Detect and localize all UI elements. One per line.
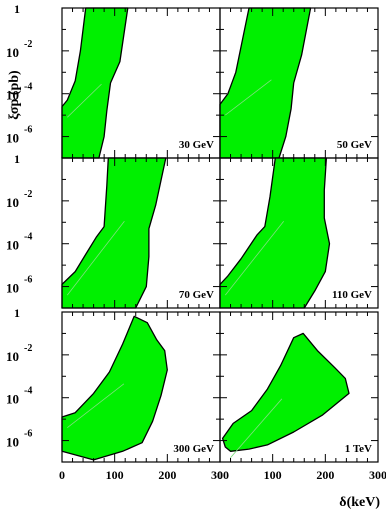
inner-curve (230, 398, 283, 458)
y-tick-label: 10 (6, 392, 19, 407)
inner-curve (225, 79, 272, 116)
allowed-region (221, 332, 350, 452)
y-tick-exponent: -4 (24, 82, 32, 93)
inner-curve (224, 220, 285, 296)
inner-curve (66, 220, 125, 296)
y-tick-label: 1 (14, 2, 20, 16)
x-tick-label: 200 (158, 468, 176, 482)
panel-frame (219, 157, 379, 309)
y-tick-exponent: -6 (24, 275, 32, 286)
panel-1: 30 GeV 1 10 -2 10 -4 10 -6 (6, 2, 221, 159)
y-tick-label: 10 (6, 349, 19, 364)
y-tick-label: 10 (6, 195, 19, 210)
x-tick-label: 300 (369, 468, 386, 482)
panel-3: 70 GeV 1 10 -2 10 -4 10 -6 (6, 152, 221, 309)
inner-curve (67, 83, 102, 118)
inner-curve (67, 383, 125, 429)
mass-label: 30 GeV (179, 139, 214, 151)
y-tick-exponent: -4 (24, 386, 32, 397)
y-tick-exponent: -4 (24, 232, 32, 243)
panel-4: 110 GeV (219, 157, 379, 309)
x-tick-label: 100 (106, 468, 124, 482)
y-tick-label: 10 (6, 238, 19, 253)
y-tick-label: 1 (14, 306, 20, 320)
allowed-region (61, 157, 167, 309)
y-tick-label: 1 (14, 152, 20, 166)
mass-label: 300 GeV (173, 443, 214, 455)
y-tick-exponent: -6 (24, 429, 32, 440)
y-tick-exponent: -2 (24, 39, 32, 50)
x-tick-label: 300 (211, 468, 229, 482)
x-tick-label: 200 (316, 468, 334, 482)
panel-frame (219, 311, 379, 463)
y-tick-label: 10 (6, 131, 19, 146)
y-tick-label: 10 (6, 88, 19, 103)
y-tick-exponent: -2 (24, 189, 32, 200)
x-tick-label: 0 (217, 468, 223, 482)
allowed-region (61, 315, 168, 461)
panel-6: 1 TeV (219, 311, 379, 463)
y-tick-exponent: -6 (24, 125, 32, 136)
allowed-region (61, 7, 129, 159)
y-tick-exponent: -2 (24, 343, 32, 354)
mass-label: 1 TeV (345, 443, 372, 455)
mass-label: 110 GeV (332, 289, 372, 301)
x-tick-label: 100 (264, 468, 282, 482)
mass-label: 70 GeV (179, 289, 214, 301)
y-tick-label: 10 (6, 281, 19, 296)
y-tick-label: 10 (6, 45, 19, 60)
panel-2: 50 GeV (219, 7, 379, 159)
x-tick-label: 0 (59, 468, 65, 482)
y-tick-label: 10 (6, 435, 19, 450)
allowed-region (219, 7, 312, 159)
x-axis-title: δ(keV) (339, 495, 380, 510)
y-axis-title: ξσp (pb) (7, 70, 22, 120)
mass-label: 50 GeV (337, 139, 372, 151)
panel-5: 300 GeV 1 10 -2 10 -4 10 -6 (6, 306, 221, 463)
